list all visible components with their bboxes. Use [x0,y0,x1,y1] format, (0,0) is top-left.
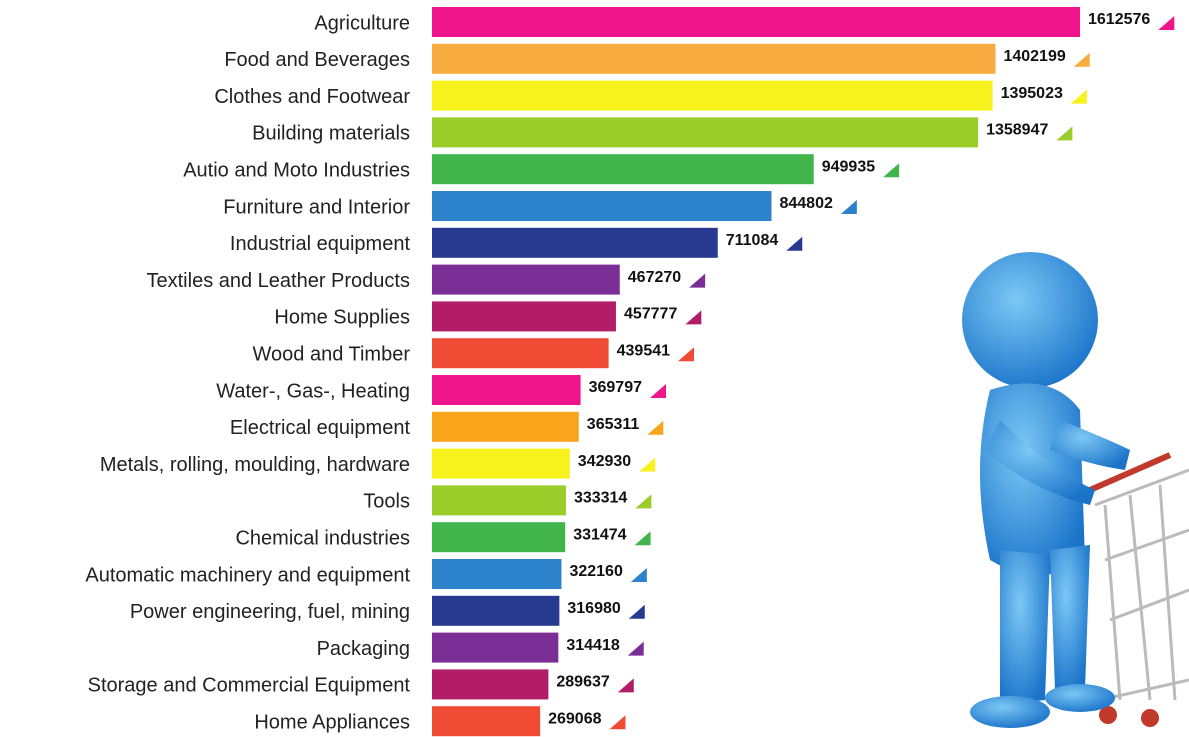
value-triangle [786,237,802,251]
value-label: 457777 [624,306,677,323]
value-triangle [639,458,655,472]
category-label: Tools [363,491,410,513]
bar [432,228,718,258]
value-triangle [1071,90,1087,104]
chart: Agriculture 1612576 Food and Beverages 1402… [0,0,1189,737]
value-triangle [678,347,694,361]
category-label: Wood and Timber [253,343,411,365]
value-triangle [631,568,647,582]
shopper-illustration [962,252,1189,728]
value-triangle [685,310,701,324]
category-label: Power engineering, fuel, mining [130,601,410,623]
category-label: Storage and Commercial Equipment [88,675,411,697]
bar [432,375,581,405]
bar [432,301,616,331]
value-triangle [635,531,651,545]
value-label: 711084 [726,232,779,249]
category-label: Metals, rolling, moulding, hardware [100,454,410,476]
bar [432,154,814,184]
value-label: 322160 [569,563,622,580]
value-label: 269068 [548,710,601,727]
value-triangle [689,274,705,288]
bar [432,449,570,479]
value-label: 314418 [566,637,619,654]
value-label: 1612576 [1088,11,1150,28]
value-label: 331474 [573,526,626,543]
category-label: Home Appliances [254,711,410,733]
value-label: 316980 [567,600,620,617]
bar [432,191,771,221]
value-label: 289637 [556,674,609,691]
value-label: 365311 [587,416,640,433]
value-triangle [618,678,634,692]
bar [432,44,995,74]
value-triangle [1158,16,1174,30]
value-label: 369797 [589,379,642,396]
category-label: Home Supplies [274,307,410,329]
bar [432,485,566,515]
value-triangle [610,715,626,729]
bar [432,559,561,589]
value-triangle [647,421,663,435]
category-label: Water-, Gas-, Heating [216,380,410,402]
value-label: 333314 [574,490,627,507]
value-label: 1402199 [1003,48,1065,65]
category-label: Clothes and Footwear [214,86,410,108]
category-label: Agriculture [314,12,410,34]
value-triangle [629,605,645,619]
bar [432,265,620,295]
value-triangle [628,642,644,656]
value-triangle [1074,53,1090,67]
bar [432,596,559,626]
category-label: Furniture and Interior [223,196,410,218]
value-triangle [650,384,666,398]
category-label: Automatic machinery and equipment [85,564,410,586]
category-label: Autio and Moto Industries [183,159,410,181]
value-label: 949935 [822,158,875,175]
category-label: Industrial equipment [230,233,411,255]
value-triangle [1056,126,1072,140]
bar [432,338,609,368]
category-label: Building materials [252,123,410,145]
value-label: 844802 [779,195,832,212]
category-label: Chemical industries [235,527,410,549]
bar [432,633,558,663]
category-label: Textiles and Leather Products [147,270,411,292]
category-label: Food and Beverages [224,49,410,71]
value-triangle [841,200,857,214]
bar [432,706,540,736]
bar [432,81,993,111]
value-triangle [883,163,899,177]
bar [432,117,978,147]
value-triangle [635,494,651,508]
bar [432,669,548,699]
value-label: 342930 [578,453,631,470]
bar [432,522,565,552]
bar [432,412,579,442]
category-label: Electrical equipment [230,417,411,439]
category-label: Packaging [317,638,410,660]
value-label: 1358947 [986,122,1048,139]
value-label: 467270 [628,269,681,286]
value-label: 1395023 [1001,85,1063,102]
bar [432,7,1080,37]
value-label: 439541 [617,342,670,359]
